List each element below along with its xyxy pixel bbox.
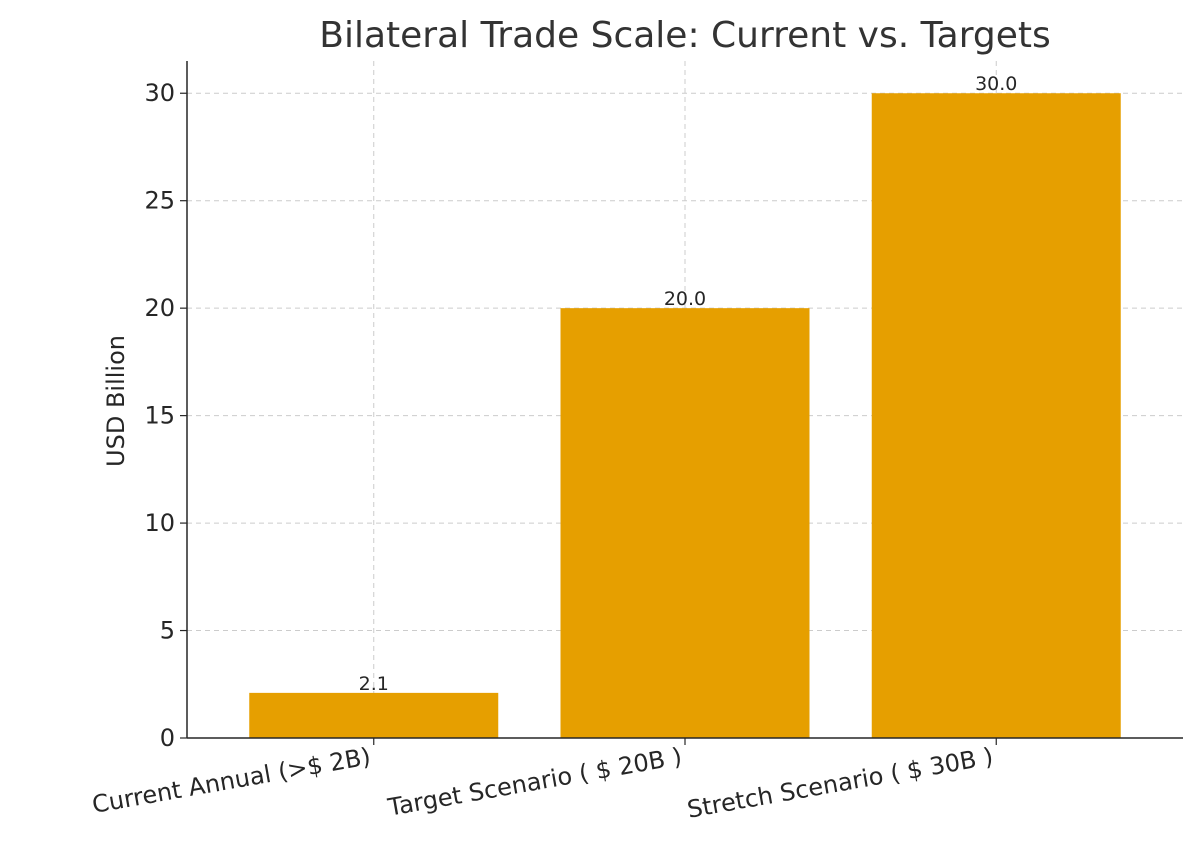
- grid-layer: [187, 61, 1183, 738]
- x-tick-label: Target Scenario ( $ 20B ): [385, 742, 684, 821]
- y-tick-label: 10: [144, 509, 175, 537]
- axis-layer: [180, 61, 1183, 745]
- y-axis-label: USD Billion: [102, 335, 130, 467]
- bar: [560, 308, 810, 738]
- y-tick-label: 15: [144, 402, 175, 430]
- x-tick-label: Stretch Scenario ( $ 30B ): [685, 742, 995, 823]
- y-tick-label: 5: [160, 617, 175, 645]
- chart-title: Bilateral Trade Scale: Current vs. Targe…: [319, 15, 1051, 56]
- bar-value-label: 20.0: [664, 288, 706, 310]
- y-tick-label: 0: [160, 724, 175, 752]
- y-tick-label: 20: [144, 294, 175, 322]
- y-tick-label: 25: [144, 187, 175, 215]
- bar-value-label: 30.0: [975, 73, 1017, 95]
- x-tick-label: Current Annual (>$ 2B): [90, 742, 373, 819]
- y-tick-label: 30: [144, 79, 175, 107]
- bar: [871, 93, 1121, 738]
- bars-layer: [249, 93, 1121, 738]
- bar: [249, 692, 499, 738]
- bar-value-label: 2.1: [359, 673, 389, 695]
